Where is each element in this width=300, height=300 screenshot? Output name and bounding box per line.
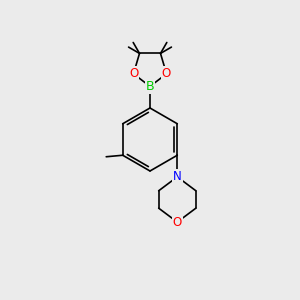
Text: O: O <box>129 67 138 80</box>
Text: O: O <box>162 67 171 80</box>
Text: O: O <box>173 216 182 229</box>
Text: B: B <box>146 80 154 93</box>
Text: N: N <box>173 170 182 183</box>
